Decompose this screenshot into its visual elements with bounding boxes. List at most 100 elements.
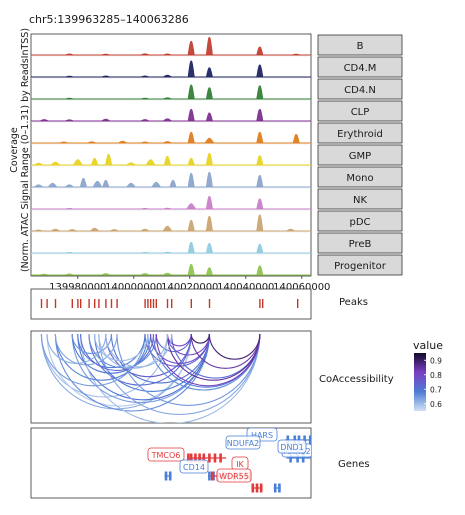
peaks-track xyxy=(30,288,312,320)
coverage-peak xyxy=(256,265,264,276)
gene-exon xyxy=(289,453,292,463)
strip-label: B xyxy=(357,41,364,52)
gene-exon xyxy=(198,453,201,463)
peak-mark xyxy=(259,299,261,308)
gene-label: NDUFA2 xyxy=(227,439,259,448)
gene-exon xyxy=(308,435,311,445)
gene-exon xyxy=(296,453,299,463)
gene-exon xyxy=(208,453,211,463)
strip-erythroid xyxy=(317,122,403,144)
gene-dnd1: DND1 xyxy=(273,439,307,493)
strip-label: CD4.M xyxy=(344,63,377,74)
peak-mark xyxy=(110,299,113,308)
x-tick-label: 140000000 xyxy=(105,282,162,293)
coverage-peak xyxy=(205,267,213,276)
peak-mark xyxy=(98,299,100,308)
strip-pdc xyxy=(317,210,403,232)
coverage-peak xyxy=(205,152,213,166)
strip-label: pDC xyxy=(349,217,370,228)
gene-label: WDR55 xyxy=(219,472,249,481)
track-gmp xyxy=(31,143,311,166)
track-cd4-m xyxy=(31,55,311,78)
coverage-peak xyxy=(187,40,195,56)
coverage-peak xyxy=(187,60,195,78)
coaccessibility-link xyxy=(80,333,261,423)
peak-mark xyxy=(77,299,79,308)
peak-mark xyxy=(94,299,96,308)
gene-exon xyxy=(189,453,193,463)
strip-cd4-n xyxy=(317,78,403,100)
coverage-peak xyxy=(187,241,195,254)
gene-exon xyxy=(208,471,211,481)
coverage-peak xyxy=(125,182,137,188)
track-strip-labels: B CD4.M CD4.N CLP Erythroid GMP Mono NK pDC PreB P… xyxy=(317,34,403,276)
coverage-peak xyxy=(256,214,264,232)
strip-label: PreB xyxy=(349,239,372,250)
coaccessibility-link xyxy=(166,333,192,347)
gene-tmco6: TMCO6 xyxy=(147,447,227,463)
coaccessibility-link xyxy=(77,333,146,369)
peak-mark xyxy=(208,299,211,308)
gene-label-box xyxy=(147,447,185,462)
peak-mark xyxy=(88,299,90,308)
gene-exon xyxy=(278,483,281,493)
coverage-peak xyxy=(169,179,177,188)
coaccessibility-link xyxy=(40,333,146,387)
track-preb xyxy=(31,231,311,254)
coaccessibility-link xyxy=(54,333,118,366)
coverage-peak xyxy=(162,225,173,232)
coaccessibility-link xyxy=(105,333,173,368)
coaccessibility-link xyxy=(190,333,261,369)
coverage-peak xyxy=(205,195,213,210)
coverage-peak xyxy=(47,182,58,188)
coaccessibility-arcs xyxy=(40,333,261,423)
gene-label: TMCO6 xyxy=(151,451,181,460)
strip-mono xyxy=(317,166,403,188)
coaccessibility-link xyxy=(98,333,261,416)
coaccessibility-link xyxy=(54,333,210,412)
peak-mark xyxy=(54,299,57,308)
coverage-peak xyxy=(205,171,213,188)
genes-track: HARSHARS2TMCO6NDUFA2IKCD14WDR55DND1 xyxy=(30,427,312,499)
coverage-peak xyxy=(163,155,171,166)
strip-cd4-m xyxy=(317,56,403,78)
coverage-peak xyxy=(256,174,264,188)
strip-progenitor xyxy=(317,254,403,276)
coaccessibility-link xyxy=(208,333,261,360)
coaccessibility-link xyxy=(98,333,168,369)
coverage-peak xyxy=(256,155,264,166)
coaccessibility-track xyxy=(30,330,312,424)
peak-mark xyxy=(166,299,169,308)
coverage-peak xyxy=(187,84,195,100)
gene-exon xyxy=(219,453,222,463)
coverage-peak xyxy=(292,133,300,144)
gene-label: DND1 xyxy=(280,443,303,452)
gene-exon xyxy=(164,471,168,481)
coaccessibility-link xyxy=(105,333,192,378)
legend-tick-label: 0.7 xyxy=(430,385,442,394)
coverage-peak xyxy=(204,137,215,144)
track-b xyxy=(31,36,311,56)
x-tick-label: 140020000 xyxy=(161,282,218,293)
coaccessibility-link xyxy=(166,333,210,356)
coverage-peak xyxy=(256,108,264,122)
strip-label: GMP xyxy=(349,151,371,162)
coverage-peak xyxy=(162,118,173,122)
coverage-peak xyxy=(125,162,137,166)
gene-exon xyxy=(251,483,255,493)
coaccessibility-link xyxy=(166,333,261,381)
peak-mark xyxy=(152,299,155,308)
coaccessibility-link xyxy=(71,333,152,374)
gene-exon xyxy=(255,483,259,493)
legend-tick-label: 0.8 xyxy=(430,371,442,380)
peak-mark xyxy=(46,299,48,308)
coverage-peak xyxy=(186,203,197,210)
track-erythroid xyxy=(31,121,311,144)
peak-mark xyxy=(80,299,82,308)
strip-label: NK xyxy=(353,195,367,206)
coverage-peak xyxy=(256,243,264,254)
x-tick-label: 140060000 xyxy=(273,282,330,293)
coverage-peak xyxy=(50,161,61,166)
coverage-peak xyxy=(205,242,213,254)
